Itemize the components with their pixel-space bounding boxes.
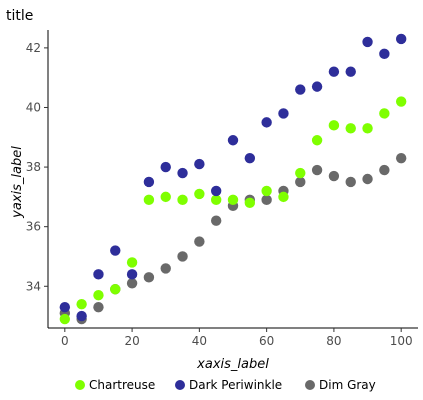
point-chartreuse: [244, 197, 256, 209]
x-tick-label: 20: [124, 334, 139, 348]
legend-swatch-dim-gray: [305, 380, 315, 390]
point-chartreuse: [126, 257, 138, 268]
y-tick-label: 36: [26, 220, 41, 234]
legend-item-dim-gray: Dim Gray: [305, 378, 376, 392]
point-dark-periwinkle: [311, 81, 323, 92]
point-dark-periwinkle: [244, 152, 256, 164]
point-dim-gray: [295, 176, 306, 188]
point-dim-gray: [210, 215, 222, 226]
point-chartreuse: [295, 167, 306, 179]
point-dim-gray: [328, 170, 340, 182]
point-dark-periwinkle: [395, 33, 407, 45]
point-dim-gray: [261, 194, 272, 206]
point-dark-periwinkle: [177, 167, 188, 179]
point-dim-gray: [143, 272, 155, 283]
y-tick-label: 38: [26, 160, 41, 174]
point-dark-periwinkle: [345, 66, 356, 77]
point-dark-periwinkle: [110, 245, 121, 256]
legend-item-dark-periwinkle: Dark Periwinkle: [175, 378, 282, 392]
point-dim-gray: [362, 173, 373, 185]
y-tick-label: 40: [26, 100, 41, 114]
points-layer: [59, 33, 407, 325]
point-dark-periwinkle: [160, 161, 171, 173]
x-tick-label: 0: [61, 334, 69, 348]
point-chartreuse: [278, 191, 289, 203]
point-dim-gray: [311, 164, 323, 176]
y-tick-label: 42: [26, 41, 41, 55]
point-dim-gray: [194, 236, 205, 247]
point-dim-gray: [395, 152, 407, 164]
legend-label-dark-periwinkle: Dark Periwinkle: [189, 378, 282, 392]
point-chartreuse: [210, 194, 222, 206]
point-chartreuse: [227, 194, 239, 206]
point-dim-gray: [126, 278, 138, 289]
legend-label-dim-gray: Dim Gray: [319, 378, 376, 392]
legend-item-chartreuse: Chartreuse: [75, 378, 155, 392]
point-chartreuse: [362, 123, 373, 134]
point-chartreuse: [345, 123, 356, 134]
point-dark-periwinkle: [143, 176, 155, 188]
point-chartreuse: [160, 191, 171, 203]
x-axis-title: xaxis_label: [196, 357, 269, 372]
point-dark-periwinkle: [362, 36, 373, 48]
point-dark-periwinkle: [194, 158, 205, 170]
point-chartreuse: [395, 96, 407, 107]
point-chartreuse: [379, 108, 390, 119]
point-dim-gray: [177, 251, 188, 262]
point-dark-periwinkle: [227, 135, 239, 146]
point-dark-periwinkle: [76, 310, 87, 322]
legend-swatch-chartreuse: [75, 380, 85, 390]
point-dim-gray: [93, 301, 104, 313]
point-dark-periwinkle: [59, 301, 71, 313]
point-chartreuse: [59, 313, 71, 325]
point-dark-periwinkle: [328, 66, 340, 77]
y-axis: 34 36 38 40 42: [26, 30, 49, 328]
point-chartreuse: [194, 188, 205, 200]
point-dim-gray: [345, 176, 356, 188]
point-dark-periwinkle: [379, 48, 390, 60]
point-chartreuse: [328, 120, 340, 131]
y-tick-label: 34: [26, 279, 41, 293]
point-dark-periwinkle: [93, 269, 104, 280]
point-dim-gray: [379, 164, 390, 176]
x-tick-label: 40: [192, 334, 207, 348]
legend: Chartreuse Dark Periwinkle Dim Gray: [75, 378, 376, 392]
point-chartreuse: [261, 185, 272, 197]
x-tick-label: 100: [390, 334, 413, 348]
point-chartreuse: [93, 290, 104, 301]
chart-title: title: [6, 8, 33, 24]
point-chartreuse: [311, 135, 323, 146]
point-dark-periwinkle: [261, 117, 272, 128]
point-chartreuse: [110, 284, 121, 295]
point-dim-gray: [160, 263, 171, 274]
point-dark-periwinkle: [126, 269, 138, 280]
x-tick-label: 60: [259, 334, 274, 348]
x-axis: 0 20 40 60 80 100: [48, 327, 418, 348]
legend-swatch-dark-periwinkle: [175, 380, 185, 390]
point-dark-periwinkle: [278, 108, 289, 119]
legend-label-chartreuse: Chartreuse: [89, 378, 155, 392]
x-tick-label: 80: [326, 334, 341, 348]
point-dark-periwinkle: [295, 84, 306, 95]
point-dark-periwinkle: [210, 185, 222, 197]
y-axis-title: yaxis_label: [10, 146, 25, 219]
point-chartreuse: [143, 194, 155, 206]
point-chartreuse: [76, 298, 87, 310]
point-chartreuse: [177, 194, 188, 206]
